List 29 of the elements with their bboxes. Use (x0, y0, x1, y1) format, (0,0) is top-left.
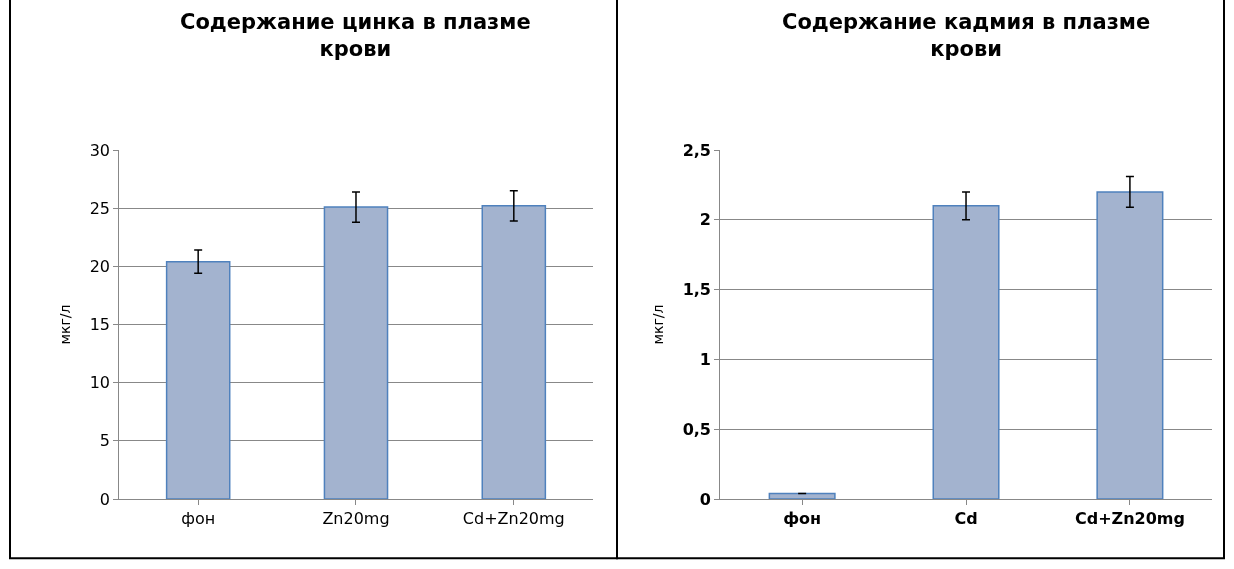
y-tick-label: 0 (699, 489, 711, 509)
y-tick-label: 2,5 (682, 140, 711, 160)
x-tick-label: Cd+Zn20mg (1074, 509, 1185, 529)
y-tick-label: 0,5 (682, 419, 711, 439)
x-tick-label: Cd+Zn20mg (462, 509, 565, 529)
x-tick-label: фон (783, 509, 822, 529)
y-tick-label: 1,5 (682, 280, 711, 300)
x-tick-label: Cd (954, 509, 978, 529)
bar (768, 492, 836, 499)
x-tick-label: фон (181, 509, 216, 529)
y-tick-label: 0 (99, 489, 111, 509)
y-tick-label: 25 (89, 198, 111, 218)
y-axis-title: мкг/л (57, 304, 74, 345)
y-tick-label: 15 (89, 315, 111, 335)
bar (481, 205, 547, 499)
y-axis-title: мкг/л (650, 304, 667, 345)
y-tick-label: 30 (89, 140, 111, 160)
y-tick-label: 10 (89, 373, 111, 393)
bar (932, 205, 1000, 499)
bar (1096, 191, 1164, 499)
y-tick-label: 5 (99, 431, 111, 451)
y-tick-label: 1 (699, 350, 711, 369)
bar (323, 206, 389, 499)
x-tick-label: Zn20mg (322, 509, 390, 529)
y-tick-label: 2 (699, 210, 711, 230)
bar (165, 260, 231, 499)
y-tick-label: 20 (89, 256, 111, 276)
chart-title: Содержание цинка в плазме крови (180, 10, 531, 62)
chart-title: Содержание кадмия в плазме крови (782, 10, 1151, 62)
